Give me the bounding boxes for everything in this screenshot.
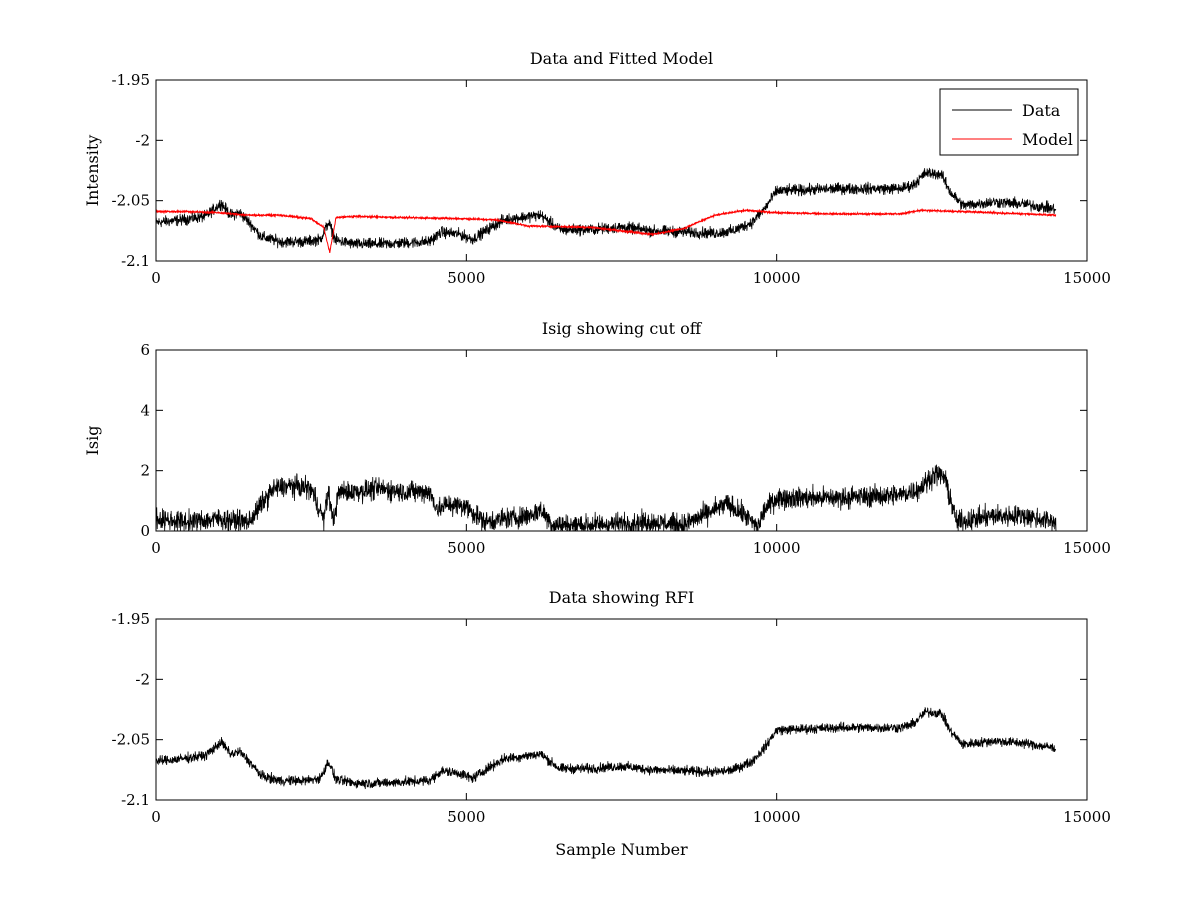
chart-title: Isig showing cut off — [542, 319, 703, 338]
y-axis-label: Isig — [83, 426, 102, 456]
y-tick-label: 6 — [140, 341, 150, 359]
chart-title: Data and Fitted Model — [530, 49, 713, 68]
y-tick-label: 4 — [140, 401, 150, 419]
x-tick-label: 10000 — [753, 808, 801, 826]
axes-frame — [155, 618, 1088, 801]
y-tick-label: -1.95 — [112, 71, 150, 89]
legend-label-model: Model — [1022, 130, 1073, 149]
chart-title: Data showing RFI — [549, 588, 694, 607]
x-tick-label: 5000 — [447, 269, 485, 287]
subplot-3: 0 5000 10000 15000 -1.95 -2 -2.05 -2.1 Data show… — [112, 588, 1111, 859]
y-tick-label: -2 — [135, 670, 150, 688]
series-line-1 — [156, 464, 1057, 531]
legend-box — [939, 88, 1079, 156]
x-tick-label: 5000 — [447, 539, 485, 557]
y-tick-label: -2.05 — [112, 731, 150, 749]
subplot-2: 0 5000 10000 15000 6 4 2 0 Isig showing cut off I… — [83, 319, 1111, 557]
x-tick-label: 0 — [151, 539, 161, 557]
legend: Data Model — [939, 88, 1079, 156]
y-tick-label: -2.1 — [121, 791, 150, 809]
axes-frame — [155, 79, 1088, 262]
series-line-1 — [156, 706, 1057, 790]
y-tick-label: -2.1 — [121, 252, 150, 270]
y-tick-label: 2 — [140, 462, 150, 480]
axes-frame — [155, 349, 1088, 532]
x-tick-label: 0 — [151, 808, 161, 826]
x-tick-label: 5000 — [447, 808, 485, 826]
series-line-model — [156, 208, 1057, 253]
x-tick-label: 10000 — [753, 269, 801, 287]
y-tick-label: -1.95 — [112, 610, 150, 628]
x-tick-label: 15000 — [1063, 269, 1111, 287]
subplots: 0 5000 10000 15000 -1.95 -2 -2.05 -2.1 Data and … — [83, 49, 1111, 859]
x-axis-label: Sample Number — [555, 840, 688, 859]
legend-label-data: Data — [1022, 101, 1061, 120]
x-tick-label: 15000 — [1063, 808, 1111, 826]
series-line-data — [156, 167, 1057, 249]
x-tick-label: 0 — [151, 269, 161, 287]
y-tick-label: -2 — [135, 131, 150, 149]
y-axis-label: Intensity — [83, 135, 102, 207]
y-tick-label: -2.05 — [112, 192, 150, 210]
subplot-1: 0 5000 10000 15000 -1.95 -2 -2.05 -2.1 Data and … — [83, 49, 1111, 287]
x-tick-label: 15000 — [1063, 539, 1111, 557]
y-tick-label: 0 — [140, 522, 150, 540]
x-tick-label: 10000 — [753, 539, 801, 557]
